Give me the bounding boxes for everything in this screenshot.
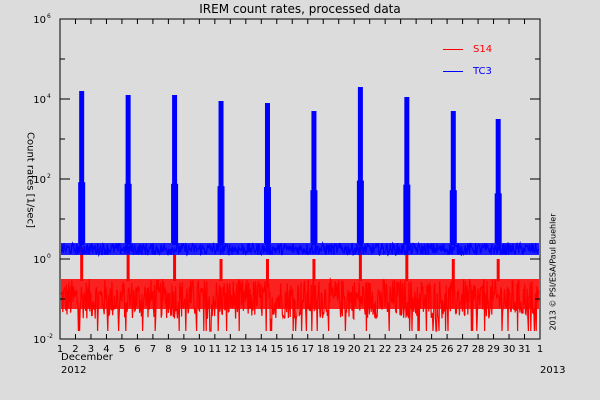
x-tick-label: 1 (57, 344, 63, 355)
x-tick-label: 21 (363, 344, 376, 355)
y-tick-label: 10 (33, 95, 46, 106)
x-tick-label: 12 (224, 344, 237, 355)
x-tick-label: 16 (286, 344, 299, 355)
x-tick-label: 17 (301, 344, 314, 355)
x-start-year-label: 2012 (61, 365, 87, 376)
x-tick-label: 2 (72, 344, 78, 355)
chart-title: IREM count rates, processed data (199, 2, 401, 16)
x-tick-label: 18 (317, 344, 330, 355)
x-tick-label: 23 (394, 344, 407, 355)
x-tick-label: 27 (456, 344, 469, 355)
x-tick-label: 14 (255, 344, 268, 355)
x-tick-label: 1 (537, 344, 543, 355)
x-tick-label: 13 (239, 344, 252, 355)
svg-text:6: 6 (47, 13, 51, 20)
legend-item-tc3: TC3 (443, 66, 492, 77)
x-tick-label: 4 (103, 344, 109, 355)
series-s14 (60, 243, 540, 332)
x-tick-label: 15 (270, 344, 283, 355)
x-tick-label: 9 (181, 344, 187, 355)
x-tick-label: 31 (518, 344, 531, 355)
svg-text:2: 2 (47, 173, 51, 180)
x-tick-label: 5 (119, 344, 125, 355)
x-tick-label: 26 (441, 344, 454, 355)
y-tick-label: 10 (33, 175, 46, 186)
legend-item-s14: S14 (443, 44, 492, 55)
svg-text:4: 4 (47, 93, 51, 100)
x-end-year-label: 2013 (540, 365, 566, 376)
x-tick-label: 3 (88, 344, 94, 355)
series-tc3 (60, 87, 540, 258)
copyright-credit: 2013 © PSI/ESA/Paul Buehler (548, 213, 558, 331)
svg-text:0: 0 (47, 253, 51, 260)
x-tick-label: 6 (134, 344, 140, 355)
x-tick-label: 19 (332, 344, 345, 355)
svg-text:-2: -2 (47, 333, 53, 340)
x-tick-label: 8 (165, 344, 171, 355)
x-tick-label: 7 (150, 344, 156, 355)
y-tick-label: 10 (33, 335, 46, 346)
x-month-label: December (61, 352, 113, 363)
y-axis-label: Count rates [1/sec] (24, 132, 36, 228)
legend-label-tc3: TC3 (473, 66, 492, 77)
legend-label-s14: S14 (473, 44, 493, 55)
axes: 1 2 3 4 5 6 7 8 9 10 11 12 13 14 15 16 17 18 19 20 21 22 23 24 2… (33, 13, 543, 355)
x-tick-label: 25 (425, 344, 438, 355)
x-tick-label: 22 (379, 344, 392, 355)
x-tick-label: 30 (503, 344, 516, 355)
x-tick-label: 11 (208, 344, 221, 355)
x-tick-label: 28 (472, 344, 485, 355)
x-tick-label: 29 (487, 344, 500, 355)
legend-swatch-tc3 (443, 71, 463, 72)
x-tick-label: 10 (193, 344, 206, 355)
x-tick-label: 24 (410, 344, 423, 355)
data-series-layer (60, 87, 540, 332)
legend-swatch-s14 (443, 49, 463, 50)
y-tick-label: 10 (33, 255, 46, 266)
y-tick-label: 10 (33, 15, 46, 26)
x-tick-label: 20 (348, 344, 361, 355)
